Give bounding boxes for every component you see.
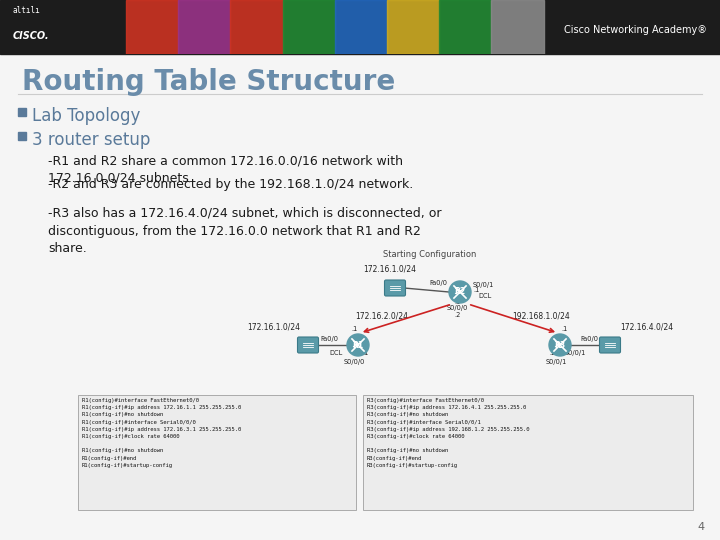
Text: Fa0/0: Fa0/0 <box>320 336 338 342</box>
Text: 172.16.2.0/24: 172.16.2.0/24 <box>355 312 408 321</box>
Text: -R3 also has a 172.16.4.0/24 subnet, which is disconnected, or
discontiguous, fr: -R3 also has a 172.16.4.0/24 subnet, whi… <box>48 207 441 255</box>
Text: Starting Configuration: Starting Configuration <box>383 250 477 259</box>
Text: .2: .2 <box>549 350 556 356</box>
Text: altılı: altılı <box>12 6 40 16</box>
Text: Fa0/0: Fa0/0 <box>429 280 447 286</box>
Text: DCL: DCL <box>330 350 343 356</box>
Text: DCL: DCL <box>478 293 491 299</box>
Circle shape <box>449 281 471 303</box>
Text: .1: .1 <box>561 326 567 332</box>
Bar <box>439 0 492 54</box>
Bar <box>18 108 26 116</box>
Text: Routing Table Structure: Routing Table Structure <box>22 68 395 96</box>
Text: -R1 and R2 share a common 172.16.0.0/16 network with
172.16.0.0/24 subnets.: -R1 and R2 share a common 172.16.0.0/16 … <box>48 154 403 185</box>
Text: S0/0/1: S0/0/1 <box>473 282 494 288</box>
Text: R3(config)#interface FastEthernet0/0
R3(config-if)#ip address 172.16.4.1 255.255: R3(config)#interface FastEthernet0/0 R3(… <box>367 398 529 468</box>
Text: R3: R3 <box>554 341 566 349</box>
Text: 4: 4 <box>698 522 705 532</box>
Text: S0/0/1: S0/0/1 <box>545 359 567 365</box>
Bar <box>283 0 335 54</box>
Bar <box>18 132 26 140</box>
FancyBboxPatch shape <box>384 280 405 296</box>
FancyBboxPatch shape <box>78 395 356 510</box>
Text: R1(config)#interface FastEthernet0/0
R1(config-if)#ip address 172.16.1.1 255.255: R1(config)#interface FastEthernet0/0 R1(… <box>82 398 241 468</box>
Text: R2: R2 <box>454 287 466 296</box>
Text: S0/0/0: S0/0/0 <box>343 359 365 365</box>
Text: 3 router setup: 3 router setup <box>32 131 150 149</box>
Bar <box>335 0 387 54</box>
Bar <box>492 0 544 54</box>
Text: Lab Topology: Lab Topology <box>32 107 140 125</box>
Circle shape <box>347 334 369 356</box>
Bar <box>126 0 179 54</box>
Circle shape <box>549 334 571 356</box>
Text: 192.168.1.0/24: 192.168.1.0/24 <box>512 312 570 321</box>
FancyBboxPatch shape <box>600 337 621 353</box>
Text: .1: .1 <box>454 299 460 305</box>
Text: .1: .1 <box>473 287 480 293</box>
Bar <box>387 0 439 54</box>
Text: .1: .1 <box>362 350 368 356</box>
Text: R1: R1 <box>352 341 364 349</box>
Text: S0/0/1: S0/0/1 <box>565 350 586 356</box>
Text: Cisco Networking Academy®: Cisco Networking Academy® <box>564 25 707 35</box>
Text: S0/0/0: S0/0/0 <box>446 305 468 311</box>
Text: 172.16.1.0/24: 172.16.1.0/24 <box>247 322 300 331</box>
FancyBboxPatch shape <box>297 337 318 353</box>
FancyBboxPatch shape <box>363 395 693 510</box>
Text: 172.16.1.0/24: 172.16.1.0/24 <box>364 265 416 274</box>
Bar <box>179 0 230 54</box>
Text: 172.16.4.0/24: 172.16.4.0/24 <box>620 322 673 331</box>
Text: .1: .1 <box>351 326 357 332</box>
Text: CISCO.: CISCO. <box>12 31 49 42</box>
Bar <box>230 0 283 54</box>
Text: Fa0/0: Fa0/0 <box>580 336 598 342</box>
Text: -R2 and R3 are connected by the 192.168.1.0/24 network.: -R2 and R3 are connected by the 192.168.… <box>48 178 413 191</box>
Text: .2: .2 <box>454 312 460 318</box>
